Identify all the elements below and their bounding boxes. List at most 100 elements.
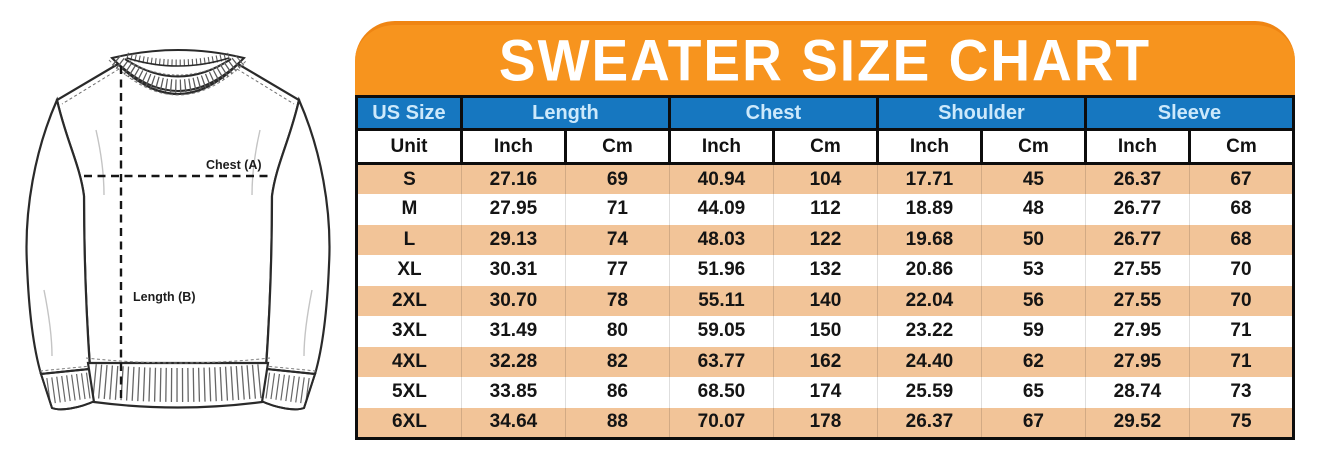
value-cell: 74: [565, 224, 670, 255]
column-group-us-size: US Size: [355, 95, 463, 131]
value-cell: 78: [565, 285, 670, 316]
sweater-diagram: Chest (A) Length (B): [0, 0, 356, 465]
value-cell: 29.13: [461, 224, 566, 255]
column-group-row: US Size Length Chest Shoulder Sleeve: [355, 95, 1296, 131]
table-row: 4XL 32.28 82 63.77 162 24.40 62 27.95 71: [356, 346, 1294, 377]
chest-measure-label: Chest (A): [206, 158, 262, 172]
value-cell: 67: [1230, 168, 1252, 190]
table-row: S 27.16 69 40.94 104 17.71 45 26.37 67: [356, 163, 1294, 194]
sweater-sketch: Chest (A) Length (B): [25, 49, 331, 411]
sweater-body: [55, 62, 301, 369]
value-cell: 86: [565, 377, 670, 408]
table-row: L 29.13 74 48.03 122 19.68 50 26.77 68: [356, 224, 1294, 255]
value-cell: 68: [1230, 228, 1252, 250]
value-cell: 27.16: [461, 163, 566, 194]
value-cell: 70: [1230, 259, 1252, 281]
value-cell: 71: [565, 194, 670, 225]
value-cell: 80: [565, 316, 670, 347]
value-cell: 27.55: [1085, 285, 1190, 316]
value-cell: 23.22: [877, 316, 982, 347]
column-group-chest: Chest: [667, 95, 879, 131]
fold-line-left: [95, 129, 105, 196]
value-cell: 82: [565, 346, 670, 377]
size-table-body: S 27.16 69 40.94 104 17.71 45 26.37 67 M 27.95 71 44…: [356, 163, 1294, 438]
length-measure-label: Length (B): [133, 290, 195, 304]
table-row: 5XL 33.85 86 68.50 174 25.59 65 28.74 73: [356, 377, 1294, 408]
unit-cell-cm: Cm: [979, 128, 1087, 165]
shoulder-seam-right: [236, 68, 295, 105]
hem-band: [85, 357, 271, 409]
value-cell: 132: [773, 255, 878, 286]
value-cell: 112: [773, 194, 878, 225]
value-cell: 68: [1230, 198, 1252, 220]
value-cell: 24.40: [877, 346, 982, 377]
size-cell: L: [356, 224, 462, 255]
unit-cell-cm: Cm: [1187, 128, 1296, 165]
table-row: M 27.95 71 44.09 112 18.89 48 26.77 68: [356, 194, 1294, 225]
value-cell: 68.50: [669, 377, 774, 408]
value-cell: 26.37: [1085, 163, 1190, 194]
unit-cell-cm: Cm: [563, 128, 671, 165]
value-cell: 122: [773, 224, 878, 255]
value-cell: 51.96: [669, 255, 774, 286]
size-cell: 6XL: [356, 407, 462, 438]
value-cell: 56: [981, 285, 1086, 316]
size-cell: 2XL: [356, 285, 462, 316]
value-cell: 28.74: [1085, 377, 1190, 408]
value-cell: 73: [1230, 381, 1252, 403]
value-cell: 65: [981, 377, 1086, 408]
value-cell: 77: [565, 255, 670, 286]
value-cell: 48.03: [669, 224, 774, 255]
value-cell: 70: [1230, 289, 1252, 311]
value-cell: 17.71: [877, 163, 982, 194]
value-cell: 104: [773, 163, 878, 194]
column-group-length: Length: [459, 95, 671, 131]
value-cell: 69: [565, 163, 670, 194]
value-cell: 26.77: [1085, 194, 1190, 225]
value-cell: 53: [981, 255, 1086, 286]
size-cell: S: [356, 163, 462, 194]
value-cell: 22.04: [877, 285, 982, 316]
table-row: 2XL 30.70 78 55.11 140 22.04 56 27.55 70: [356, 285, 1294, 316]
collar: [108, 49, 248, 96]
size-cell: XL: [356, 255, 462, 286]
value-cell: 25.59: [877, 377, 982, 408]
value-cell: 162: [773, 346, 878, 377]
value-cell: 48: [981, 194, 1086, 225]
size-table: US Size Length Chest Shoulder Sleeve Unit Inc…: [355, 95, 1296, 440]
unit-cell-inch: Inch: [875, 128, 983, 165]
unit-row: Unit Inch Cm Inch Cm Inch Cm Inch Cm: [355, 128, 1296, 165]
value-cell: 50: [981, 224, 1086, 255]
size-cell: 4XL: [356, 346, 462, 377]
unit-cell-inch: Inch: [459, 128, 567, 165]
value-cell: 27.95: [1085, 316, 1190, 347]
unit-cell-cm: Cm: [771, 128, 879, 165]
unit-cell-inch: Inch: [667, 128, 775, 165]
size-cell: 3XL: [356, 316, 462, 347]
value-cell: 178: [773, 407, 878, 438]
unit-header-cell: Unit: [355, 128, 463, 165]
value-cell: 30.70: [461, 285, 566, 316]
column-group-sleeve: Sleeve: [1083, 95, 1296, 131]
column-group-shoulder: Shoulder: [875, 95, 1087, 131]
value-cell: 20.86: [877, 255, 982, 286]
value-cell: 150: [773, 316, 878, 347]
table-row: 3XL 31.49 80 59.05 150 23.22 59 27.95 71: [356, 316, 1294, 347]
value-cell: 40.94: [669, 163, 774, 194]
page-title: SWEATER SIZE CHART: [498, 26, 1152, 94]
size-cell: 5XL: [356, 377, 462, 408]
fold-line-right: [251, 129, 261, 196]
value-cell: 18.89: [877, 194, 982, 225]
value-cell: 32.28: [461, 346, 566, 377]
value-cell: 30.31: [461, 255, 566, 286]
value-cell: 67: [981, 407, 1086, 438]
value-cell: 26.37: [877, 407, 982, 438]
value-cell: 44.09: [669, 194, 774, 225]
value-cell: 59: [981, 316, 1086, 347]
sleeve-right: [257, 96, 331, 411]
table-row: 6XL 34.64 88 70.07 178 26.37 67 29.52 75: [356, 407, 1294, 438]
unit-cell-inch: Inch: [1083, 128, 1191, 165]
value-cell: 26.77: [1085, 224, 1190, 255]
value-cell: 19.68: [877, 224, 982, 255]
